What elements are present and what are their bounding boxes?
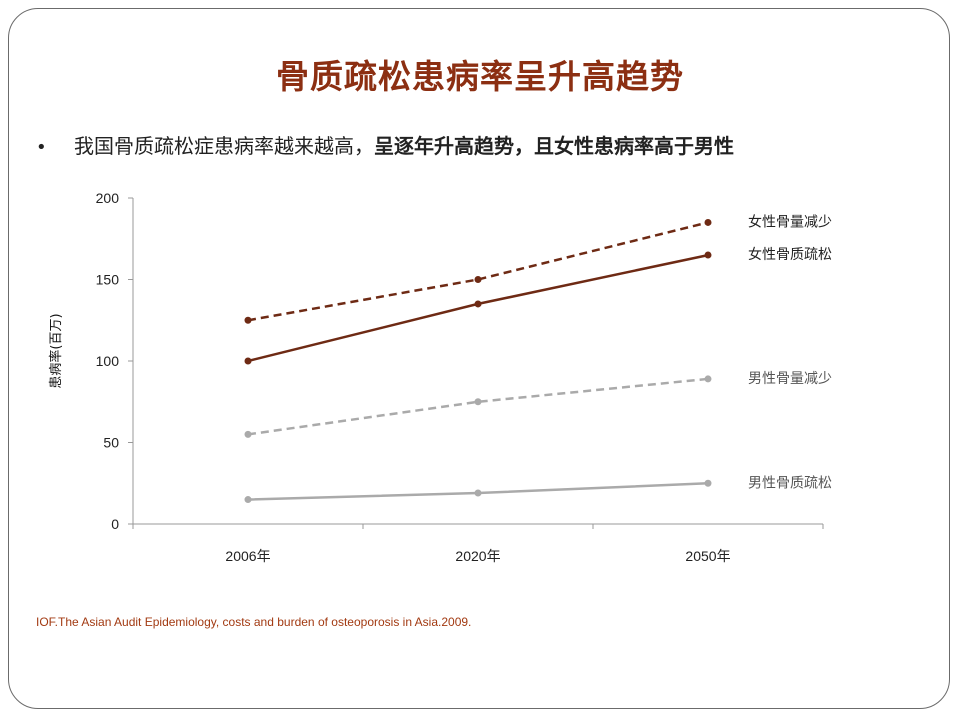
y-tick-label: 150 [96, 272, 120, 288]
bullet-text-bold: 呈逐年升高趋势，且女性患病率高于男性 [374, 134, 734, 158]
y-tick-label: 200 [96, 190, 120, 206]
data-point [244, 430, 252, 438]
data-point [474, 398, 482, 406]
data-point [474, 300, 482, 308]
data-point [474, 489, 482, 497]
x-tick-label: 2050年 [685, 548, 730, 564]
data-point [704, 375, 712, 383]
x-tick-label: 2020年 [455, 548, 500, 564]
slide-frame [8, 8, 950, 709]
data-point [244, 496, 252, 504]
series-label: 女性骨质疏松 [748, 246, 832, 263]
x-tick-label: 2006年 [225, 548, 270, 564]
bullet-point: • 我国骨质疏松症患病率越来越高，呈逐年升高趋势，且女性患病率高于男性 [36, 130, 734, 159]
data-point [244, 357, 252, 365]
source-citation: IOF.The Asian Audit Epidemiology, costs … [36, 615, 472, 629]
bullet-marker: • [36, 137, 47, 158]
y-tick-label: 100 [96, 353, 120, 369]
line-chart: 0 50 100 150 200 2006年 2020年 2050年 患病率(百万) 女性骨量减… [48, 190, 832, 564]
series-line-3 [247, 377, 709, 436]
data-point [704, 479, 712, 487]
data-point [704, 251, 712, 259]
y-axis-title: 患病率(百万) [48, 313, 64, 388]
chart-series [244, 218, 712, 504]
series-label: 女性骨量减少 [748, 213, 832, 230]
chart-axes: 0 50 100 150 200 2006年 2020年 2050年 患病率(百万) [48, 190, 824, 564]
bullet-text-normal: 我国骨质疏松症患病率越来越高， [74, 134, 374, 158]
series-line-1 [247, 221, 709, 322]
series-label: 男性骨量减少 [748, 371, 832, 387]
y-tick-label: 50 [103, 435, 119, 451]
data-point [474, 276, 482, 283]
data-point [244, 316, 252, 324]
data-point [704, 218, 712, 226]
slide-title: 骨质疏松患病率呈升高趋势 [276, 57, 684, 96]
y-tick-label: 0 [111, 516, 119, 532]
series-label: 男性骨质疏松 [748, 475, 832, 491]
